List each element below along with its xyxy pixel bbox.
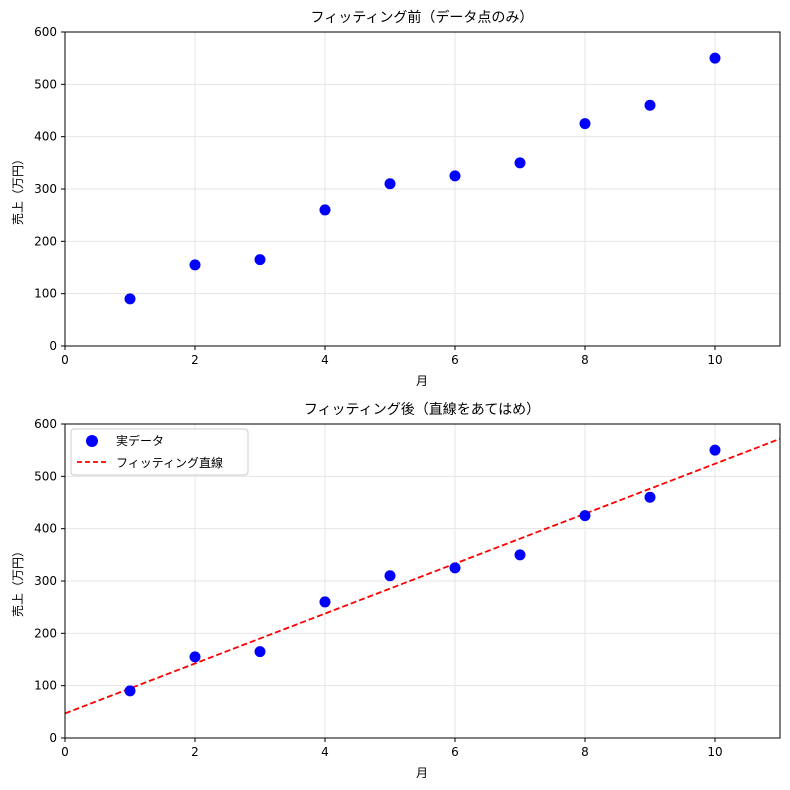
legend: 実データ フィッティング直線 — [70, 428, 249, 476]
data-point — [579, 118, 591, 130]
data-point — [644, 491, 656, 503]
y-tick-label: 400 — [34, 522, 57, 536]
plot-frame — [64, 31, 781, 347]
chart-title: フィッティング後（直線をあてはめ） — [304, 401, 540, 418]
data-point — [514, 157, 526, 169]
y-tick-label: 100 — [34, 287, 57, 301]
data-point — [254, 254, 266, 266]
fit-line — [64, 437, 781, 715]
y-tick-label: 200 — [34, 626, 57, 640]
chart-after-fitting: フィッティング後（直線をあてはめ） 0 2 4 6 8 10010020030040050… — [10, 401, 781, 780]
x-tick-label: 0 — [61, 353, 69, 367]
chart-before-fitting: フィッティング前（データ点のみ） 0 2 4 6 8 100100200300400500… — [10, 9, 781, 388]
data-point — [579, 510, 591, 522]
x-tick-label: 6 — [451, 353, 459, 367]
data-point — [124, 293, 136, 305]
data-point — [449, 170, 461, 182]
legend-label-points: 実データ — [116, 433, 164, 448]
data-point — [254, 646, 266, 658]
legend-marker-points — [86, 435, 98, 447]
y-tick-label: 300 — [34, 182, 57, 196]
data-point — [189, 651, 201, 663]
data-point — [384, 178, 396, 190]
data-point — [709, 444, 721, 456]
x-axis-label: 月 — [416, 766, 428, 780]
x-tick-label: 10 — [707, 353, 722, 367]
x-tick-label: 10 — [707, 745, 722, 759]
y-axis-label: 売上（万円） — [10, 153, 25, 225]
y-tick-label: 600 — [34, 25, 57, 39]
x-tick-label: 2 — [191, 353, 199, 367]
x-tick-label: 8 — [581, 745, 589, 759]
y-tick-label: 0 — [49, 339, 57, 353]
data-point — [189, 259, 201, 271]
y-axis-label: 売上（万円） — [10, 545, 25, 617]
legend-label-fit-line: フィッティング直線 — [116, 455, 223, 470]
data-point — [124, 685, 136, 697]
y-tick-label: 600 — [34, 417, 57, 431]
x-tick-label: 4 — [321, 745, 329, 759]
data-point — [319, 596, 331, 608]
y-tick-label: 200 — [34, 234, 57, 248]
plot-frame — [64, 423, 781, 739]
x-tick-label: 0 — [61, 745, 69, 759]
x-axis-label: 月 — [416, 374, 428, 388]
x-tick-label: 6 — [451, 745, 459, 759]
y-tick-label: 500 — [34, 469, 57, 483]
y-tick-label: 400 — [34, 130, 57, 144]
legend-box — [70, 428, 249, 476]
y-tick-label: 100 — [34, 679, 57, 693]
x-tick-label: 2 — [191, 745, 199, 759]
data-point — [644, 99, 656, 111]
chart-title: フィッティング前（データ点のみ） — [311, 9, 534, 26]
data-point — [319, 204, 331, 216]
y-tick-label: 0 — [49, 731, 57, 745]
y-tick-label: 300 — [34, 574, 57, 588]
data-point — [384, 570, 396, 582]
y-tick-label: 500 — [34, 77, 57, 91]
x-tick-label: 4 — [321, 353, 329, 367]
data-point — [449, 562, 461, 574]
data-point — [709, 52, 721, 64]
x-tick-label: 8 — [581, 353, 589, 367]
data-point — [514, 549, 526, 561]
